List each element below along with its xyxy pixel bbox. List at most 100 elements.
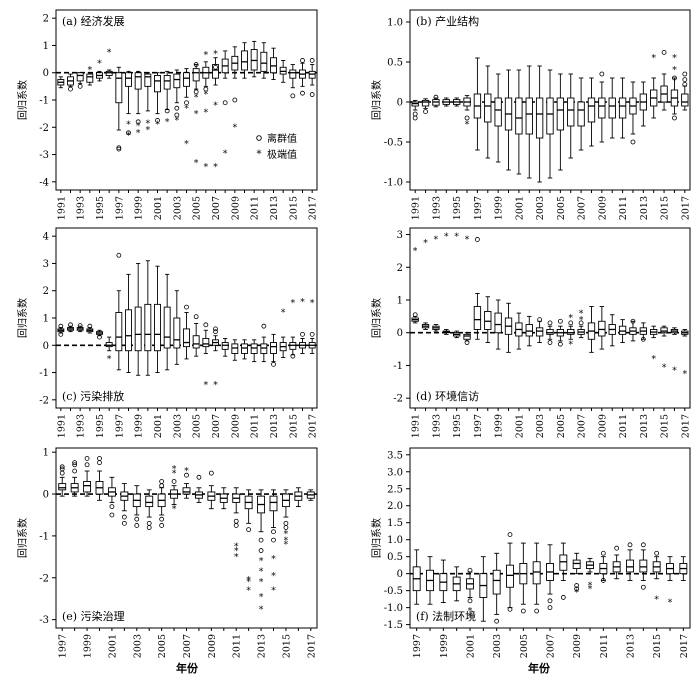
outlier-point xyxy=(494,618,500,624)
x-tick-label: 2011 xyxy=(232,634,243,658)
extreme-point: * xyxy=(654,595,659,605)
x-tick-label: 2001 xyxy=(153,414,164,438)
panel-title: (f) 法制环境 xyxy=(416,609,476,623)
box-a-2000: ** xyxy=(144,72,152,136)
box-e-2008 xyxy=(194,474,203,503)
box-b-2000 xyxy=(504,69,513,171)
y-tick-label: 2.5 xyxy=(387,484,403,495)
box-iqr xyxy=(626,559,634,573)
x-tick-label: 1995 xyxy=(95,414,106,438)
extreme-point: * xyxy=(465,236,470,246)
box-b-2009 xyxy=(598,71,606,143)
y-tick-label: 1 xyxy=(43,448,49,459)
box-a-2004: ** xyxy=(183,68,190,150)
outlier-point xyxy=(134,523,140,528)
box-iqr xyxy=(231,343,239,354)
extreme-point: * xyxy=(651,355,656,365)
outlier-point xyxy=(121,520,127,526)
x-axis-title-right: 年份 xyxy=(528,662,550,675)
box-f-2000 xyxy=(452,566,461,602)
outlier-point xyxy=(547,340,553,345)
box-e-2011: *** xyxy=(232,487,241,563)
box-e-2016 xyxy=(294,487,303,508)
outlier-point xyxy=(682,82,688,87)
x-tick-label: 1999 xyxy=(134,414,145,438)
outlier-point xyxy=(72,468,78,474)
extreme-point: * xyxy=(184,140,189,150)
outlier-point xyxy=(309,92,315,97)
x-tick-label: 2005 xyxy=(157,634,168,658)
y-tick-label: 0.5 xyxy=(387,58,403,69)
box-c-2005 xyxy=(192,314,200,357)
outlier-point xyxy=(654,550,660,556)
y-tick-label: 1.0 xyxy=(387,18,403,29)
box-e-2000 xyxy=(95,456,104,501)
x-tick-label: 2017 xyxy=(308,414,319,438)
y-tick-label: 3 xyxy=(43,259,49,270)
extreme-point: * xyxy=(194,110,199,120)
box-iqr xyxy=(546,329,554,335)
box-b-2005 xyxy=(556,73,565,171)
box-f-2001: ** xyxy=(466,567,474,622)
extreme-point: * xyxy=(259,568,264,578)
legend-extreme-marker: * xyxy=(257,149,262,160)
outlier-point xyxy=(246,527,252,533)
outlier-point xyxy=(126,130,131,136)
box-iqr xyxy=(182,487,191,495)
x-tick-label: 2015 xyxy=(660,196,671,220)
y-tick-label: -1 xyxy=(39,368,49,379)
box-iqr xyxy=(269,495,278,512)
outlier-point xyxy=(547,320,553,326)
box-iqr xyxy=(105,70,113,76)
box-e-1998 xyxy=(70,460,79,497)
extreme-point: * xyxy=(284,530,289,540)
box-f-2005 xyxy=(519,542,528,614)
outlier-point xyxy=(412,312,418,318)
box-b-2012 xyxy=(629,81,637,145)
x-tick-label: 1993 xyxy=(76,414,87,438)
x-tick-label: 2007 xyxy=(577,414,588,438)
x-tick-label: 1995 xyxy=(452,414,463,438)
box-iqr xyxy=(154,303,161,352)
box-iqr xyxy=(492,569,501,595)
box-b-2014: * xyxy=(650,54,658,119)
box-b-2017 xyxy=(681,71,689,111)
y-tick-label: -4 xyxy=(39,177,49,188)
box-e-2009 xyxy=(207,470,216,510)
box-b-2008 xyxy=(587,77,596,147)
outlier-point xyxy=(159,479,165,484)
box-f-2009: * xyxy=(572,552,581,599)
outlier-point xyxy=(290,93,296,99)
box-iqr xyxy=(154,75,161,93)
outlier-point xyxy=(630,139,636,145)
box-b-2006 xyxy=(567,73,575,159)
box-iqr xyxy=(567,97,575,127)
y-tick-label: -1 xyxy=(39,96,49,107)
outlier-point xyxy=(464,340,470,345)
x-tick-label: 2003 xyxy=(172,414,183,438)
box-c-2012 xyxy=(260,323,268,363)
box-c-1993 xyxy=(76,323,84,333)
extreme-point: * xyxy=(284,536,289,546)
y-tick-label: -3 xyxy=(39,615,49,626)
outlier-point xyxy=(627,542,633,548)
outlier-point xyxy=(174,105,180,111)
extreme-point: * xyxy=(204,163,209,173)
box-d-2010 xyxy=(608,314,616,347)
outlier-point xyxy=(184,472,189,478)
box-b-1997 xyxy=(473,57,482,151)
y-tick-label: -2 xyxy=(39,395,49,406)
extreme-point: * xyxy=(668,599,673,609)
y-tick-label: -1.0 xyxy=(384,603,403,614)
outlier-point xyxy=(640,584,646,590)
box-iqr xyxy=(115,312,123,352)
outlier-point xyxy=(97,460,102,466)
box-iqr xyxy=(639,559,648,573)
box-c-1998 xyxy=(125,273,132,373)
x-tick-label: 2017 xyxy=(680,196,691,220)
extreme-point: * xyxy=(172,505,177,515)
box-f-2012 xyxy=(612,545,621,580)
outlier-point xyxy=(233,523,239,528)
outlier-point xyxy=(672,115,677,121)
panel-title: (c) 污染排放 xyxy=(62,389,124,403)
